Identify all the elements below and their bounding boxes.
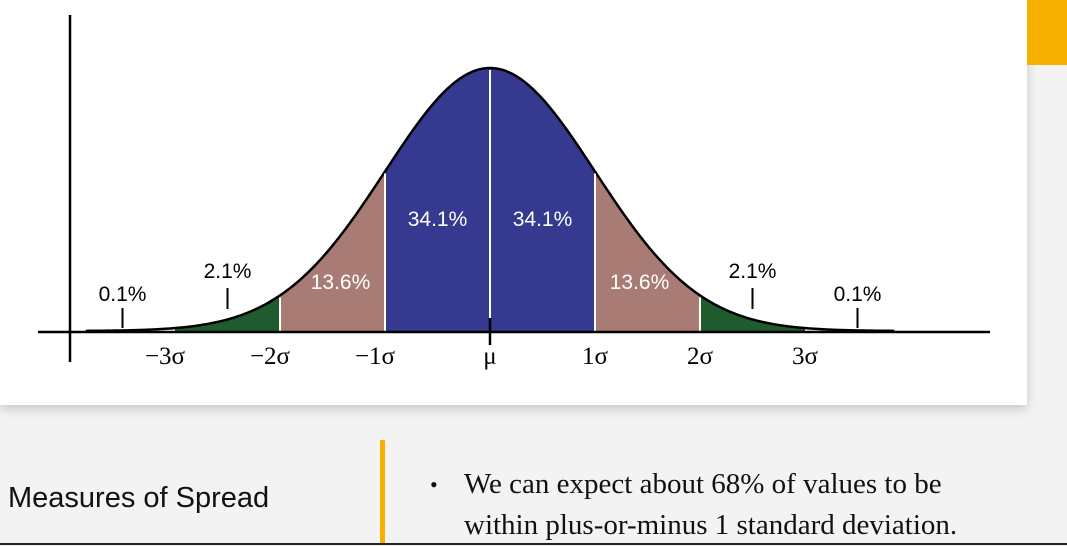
region-label: 34.1%: [513, 208, 573, 231]
tail-label: 0.1%: [99, 283, 147, 306]
bullet-dot: •: [430, 472, 438, 497]
x-tick-label: μ: [483, 343, 496, 370]
normal-distribution-chart: −3σ −2σ −1σ μ 1σ 2σ 3σ 2.1% 13.6% 34.1% 34.1% 13.6%…: [38, 15, 990, 370]
accent-bar: [1027, 0, 1067, 65]
chart-card: −3σ −2σ −1σ μ 1σ 2σ 3σ 2.1% 13.6% 34.1% 34.1% 13.6%…: [0, 0, 1027, 405]
x-tick-label: −3σ: [145, 343, 186, 370]
slide-title: Measures of Spread: [8, 482, 270, 514]
x-tick-label: 1σ: [582, 343, 609, 370]
region-label: 13.6%: [311, 271, 371, 294]
x-tick-label: 3σ: [792, 343, 819, 370]
bullet-text: We can expect about 68% of values to be …: [464, 464, 1044, 546]
x-tick-label: −1σ: [355, 343, 396, 370]
region-3: [490, 68, 595, 331]
divider: [380, 440, 385, 545]
bullet-line-1: We can expect about 68% of values to be: [464, 468, 942, 500]
region-label: 13.6%: [610, 271, 670, 294]
region-label: 2.1%: [204, 260, 252, 283]
region-0: [175, 295, 280, 331]
x-tick-label: −2σ: [250, 343, 291, 370]
bullet-line-2: within plus-or-minus 1 standard deviatio…: [464, 509, 958, 541]
x-tick-label: 2σ: [687, 343, 714, 370]
bottom-border: [0, 543, 1067, 545]
tail-label: 0.1%: [834, 283, 882, 306]
region-label: 2.1%: [729, 260, 777, 283]
region-label: 34.1%: [408, 208, 468, 231]
region-5: [700, 295, 805, 331]
bell-curve-outline: [85, 66, 895, 333]
region-2: [385, 68, 490, 331]
